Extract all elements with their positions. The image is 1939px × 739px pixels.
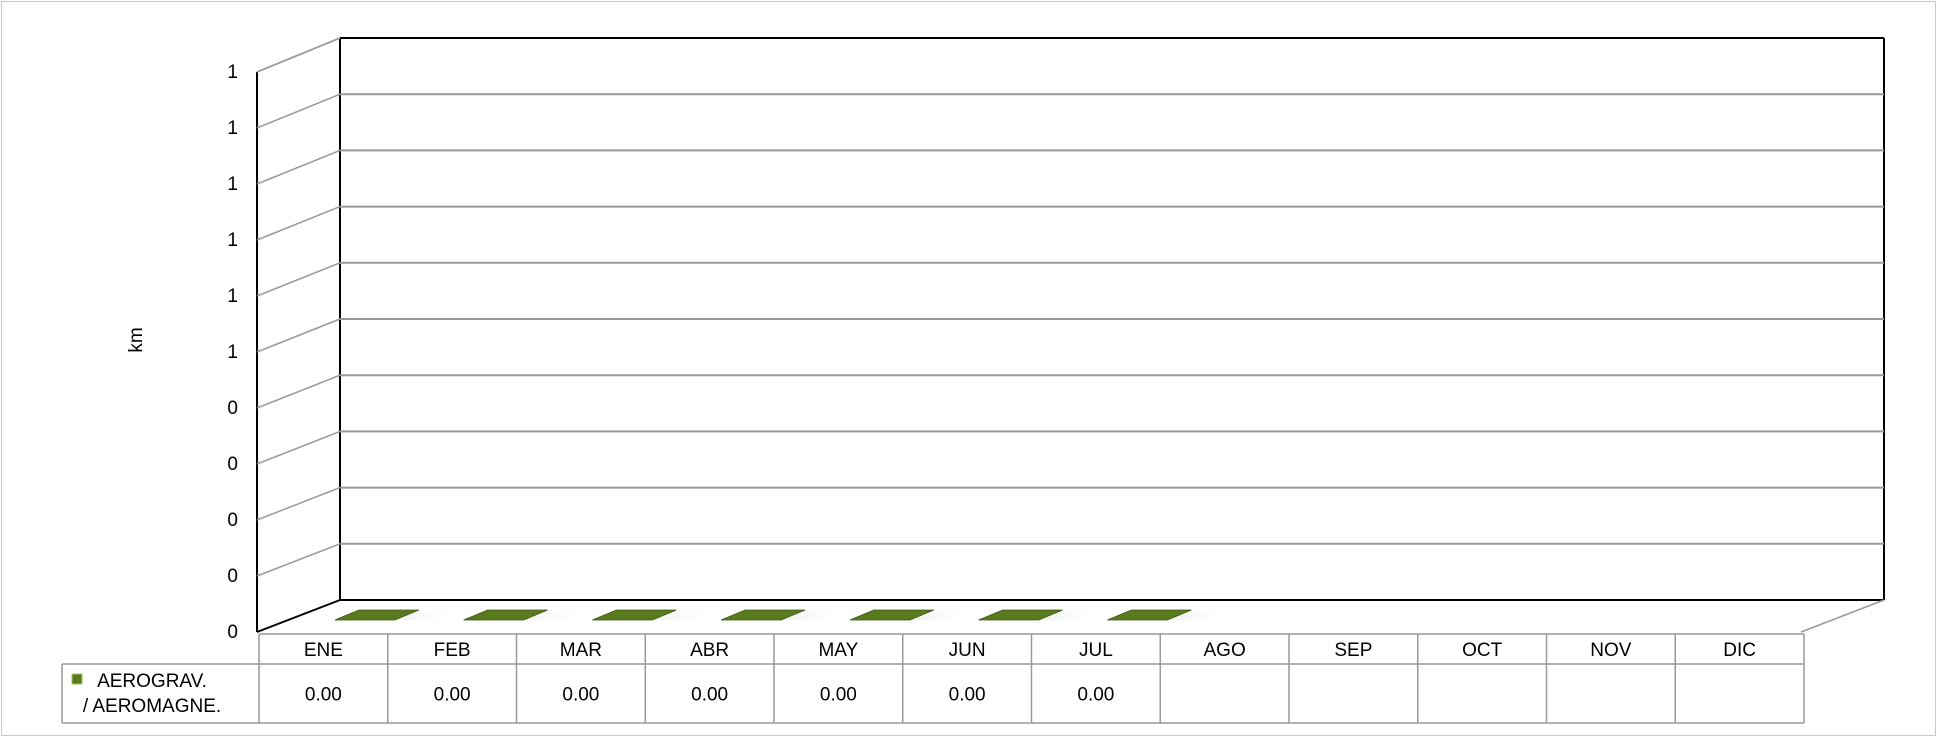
gridline-wall	[256, 486, 341, 521]
floor-right-edge	[1800, 599, 1885, 633]
gridline-wall	[256, 318, 341, 353]
x-tick-label: FEB	[434, 640, 471, 661]
y-tick-label: 0	[227, 510, 238, 531]
floor-left-edge	[256, 599, 341, 633]
x-tick-label: NOV	[1590, 640, 1632, 661]
data-label: 0.00	[820, 685, 857, 706]
y-tick-label: 1	[227, 174, 238, 195]
bar	[978, 609, 1063, 621]
bar	[1107, 609, 1192, 621]
y-tick-label: 1	[227, 286, 238, 307]
legend-swatch	[71, 673, 83, 685]
legend-series-name-line2: / AEROMAGNE.	[83, 696, 221, 717]
y-tick-label: 1	[227, 230, 238, 251]
x-tick-label: ABR	[690, 640, 729, 661]
bar	[849, 609, 935, 621]
gridline-wall	[256, 37, 341, 73]
data-label: 0.00	[691, 685, 728, 706]
y-tick-label: 0	[227, 398, 238, 419]
gridline-wall	[256, 430, 341, 465]
x-tick-label: MAY	[818, 640, 858, 661]
bar	[334, 609, 420, 621]
data-table: ENE 0.00 FEB 0.00 MAR 0.00 ABR 0.00 MAY 0.00 JUN 0.…	[61, 633, 1805, 724]
bar	[592, 609, 677, 621]
x-tick-label: OCT	[1462, 640, 1503, 661]
y-tick-label: 1	[227, 62, 238, 83]
x-tick-label: MAR	[560, 640, 602, 661]
y-tick-label: 0	[227, 566, 238, 587]
data-label: 0.00	[1077, 685, 1114, 706]
data-label: 0.00	[434, 685, 471, 706]
data-label: 0.00	[562, 685, 599, 706]
gridline-wall	[256, 262, 341, 297]
y-tick-label: 0	[227, 622, 238, 643]
gridline-wall	[256, 543, 341, 577]
data-label: 0.00	[305, 685, 342, 706]
gridline-wall	[256, 149, 341, 185]
gridline-wall	[256, 205, 341, 241]
y-tick-label: 0	[227, 454, 238, 475]
bar	[720, 609, 806, 621]
bar	[463, 609, 548, 621]
gridline-wall	[256, 93, 341, 129]
x-tick-label: JUN	[949, 640, 986, 661]
y-tick-label: 1	[227, 342, 238, 363]
bars	[334, 609, 1232, 621]
x-tick-label: JUL	[1079, 640, 1113, 661]
gridlines	[256, 37, 1884, 577]
legend-series-name-line1: AEROGRAV.	[97, 671, 207, 692]
data-label: 0.00	[949, 685, 986, 706]
y-axis-ticks: 0 0 0 0 0 1 1 1 1 1 1	[227, 62, 238, 643]
x-tick-label: AGO	[1204, 640, 1246, 661]
x-tick-label: SEP	[1334, 640, 1372, 661]
x-tick-label: ENE	[304, 640, 343, 661]
y-axis-label: km	[126, 327, 147, 352]
x-tick-label: DIC	[1723, 640, 1756, 661]
y-tick-label: 1	[227, 118, 238, 139]
gridline-wall	[256, 374, 341, 409]
